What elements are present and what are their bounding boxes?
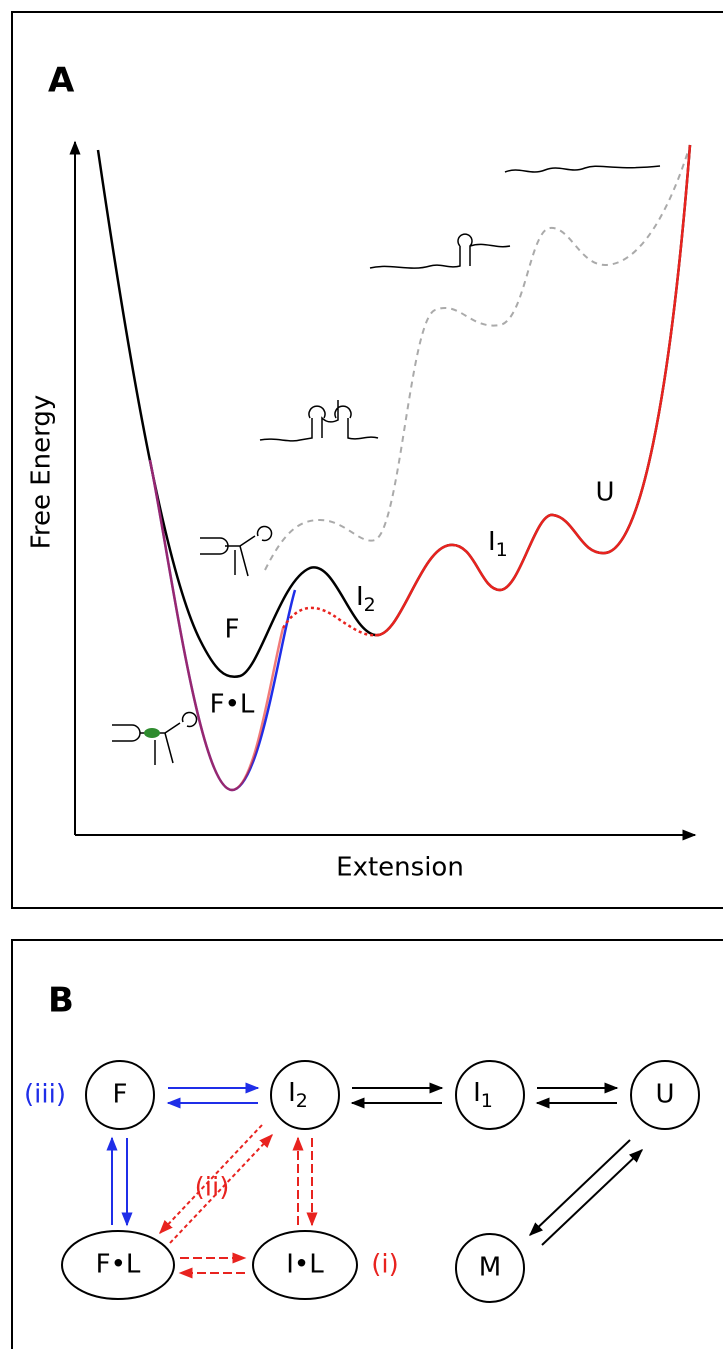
state-label: U	[595, 478, 614, 508]
node	[630, 1060, 700, 1130]
arrow	[528, 1139, 631, 1236]
node	[85, 1060, 155, 1130]
node	[455, 1060, 525, 1130]
panel-frame	[11, 939, 723, 1349]
node	[252, 1230, 358, 1300]
arrow	[159, 1124, 263, 1235]
state-label: F	[225, 615, 240, 645]
arrow	[169, 1133, 273, 1244]
node-label: I•L	[286, 1250, 324, 1280]
free-energy-curve	[96, 144, 692, 679]
x-axis-label: Extension	[336, 853, 464, 883]
unfolded-path-curve	[264, 144, 691, 571]
ligand-bound-curve	[148, 459, 285, 792]
pathway-label: (i)	[371, 1250, 399, 1280]
node-label: F	[113, 1080, 128, 1110]
state-label: F•L	[210, 690, 255, 720]
intermediate-bound-curve	[374, 144, 692, 637]
intermediate-bound-curve	[281, 606, 376, 637]
arrow	[541, 1149, 644, 1246]
ligand-bound-curve	[148, 459, 297, 792]
bound-cartoon	[112, 711, 198, 765]
unfolded-cartoon	[504, 165, 661, 173]
panel-frame	[11, 11, 723, 909]
ligand	[144, 728, 160, 738]
two-hairpin-cartoon	[259, 400, 379, 442]
node	[455, 1233, 525, 1303]
node-label: I2	[288, 1078, 308, 1112]
state-label: I2	[356, 582, 376, 616]
node-label: I1	[473, 1078, 493, 1112]
hairpin-cartoon	[369, 233, 511, 269]
node	[61, 1230, 175, 1300]
pathway-label: (iii)	[24, 1080, 66, 1110]
state-label: I1	[488, 527, 508, 561]
node	[270, 1060, 340, 1130]
y-axis-label: Free Energy	[27, 395, 57, 549]
node-label: F•L	[96, 1250, 141, 1280]
folded-cartoon	[200, 525, 273, 577]
node-label: M	[479, 1253, 501, 1283]
panel-label: A	[48, 61, 75, 101]
panel-label: B	[48, 981, 74, 1021]
node-label: U	[655, 1080, 674, 1110]
